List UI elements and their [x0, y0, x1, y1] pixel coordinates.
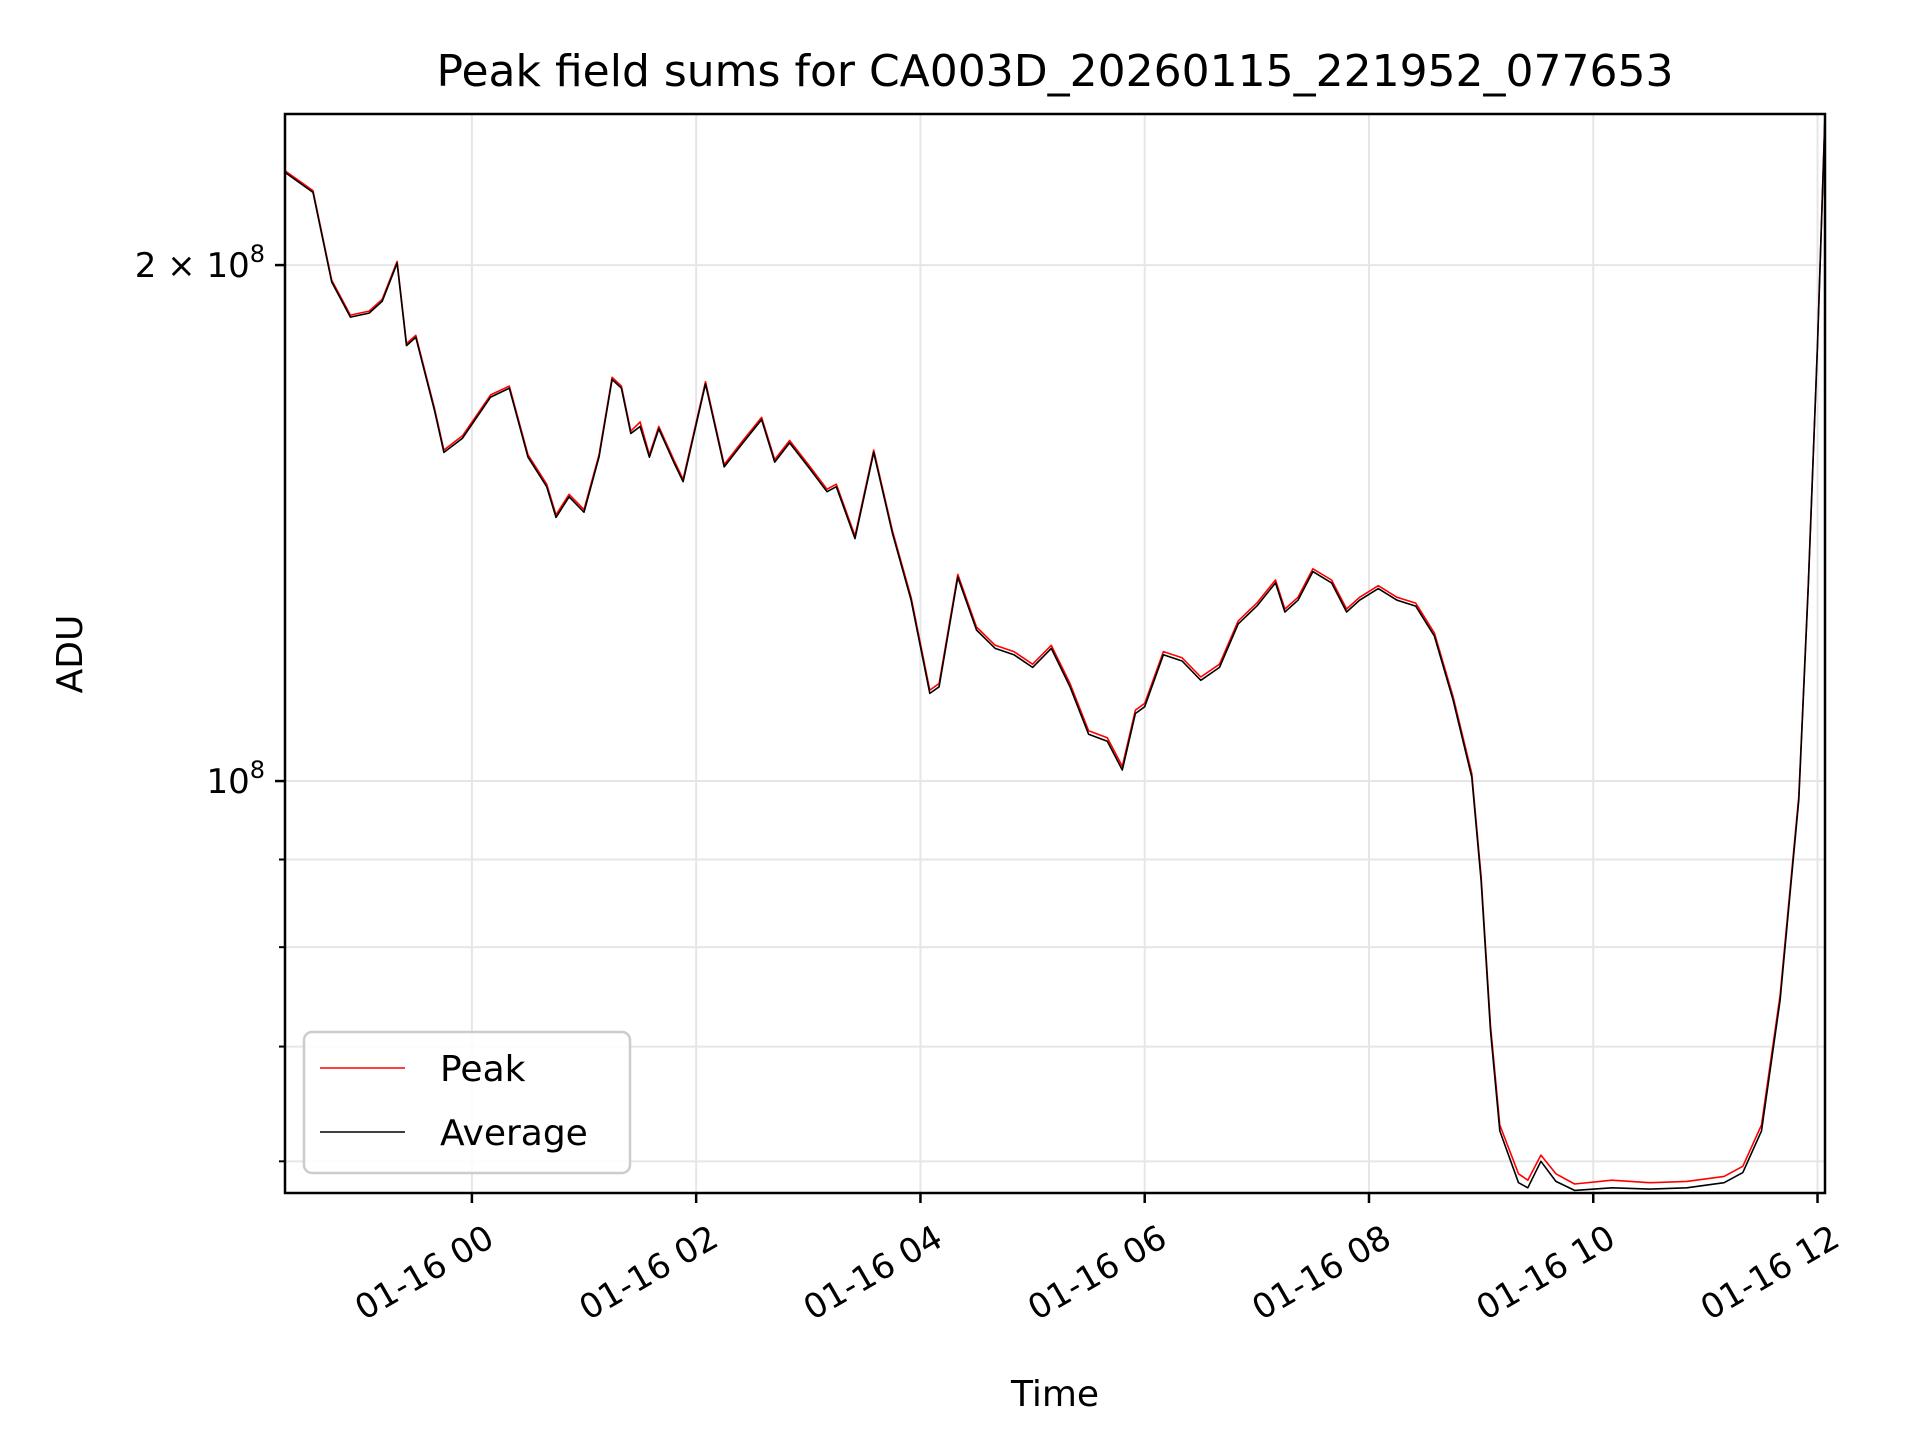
x-axis-label: Time	[1010, 1374, 1099, 1415]
legend-label-average: Average	[440, 1113, 588, 1154]
series-line-average	[284, 115, 1826, 1192]
y-axis-ticks: 108 2 × 108	[135, 240, 285, 1163]
plot-frame	[283, 112, 1827, 1195]
y-axis-label: ADU	[50, 615, 91, 694]
chart-title: Peak field sums for CA003D_20260115_2219…	[436, 46, 1673, 97]
legend: Peak Average	[302, 1030, 632, 1175]
legend-label-peak: Peak	[440, 1049, 526, 1090]
y-tick-label: 2 × 108	[135, 240, 265, 286]
y-tick-label: 108	[206, 756, 265, 802]
series-lines	[284, 113, 1826, 1192]
